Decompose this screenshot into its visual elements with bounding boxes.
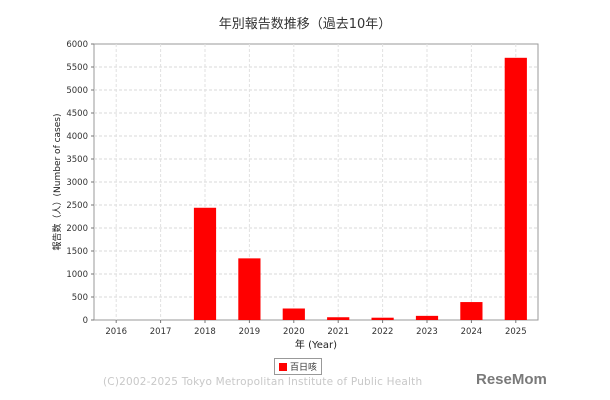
x-tick-label: 2016	[105, 327, 127, 337]
x-axis-label: 年 (Year)	[295, 338, 337, 351]
y-tick-label: 4000	[66, 132, 88, 142]
y-tick-label: 500	[72, 293, 88, 303]
bar-2023	[415, 315, 439, 320]
y-axis-label: 報告数（人）(Number of cases)	[51, 114, 63, 251]
y-tick-label: 1000	[66, 270, 88, 280]
copyright-text: (C)2002-2025 Tokyo Metropolitan Institut…	[103, 376, 423, 388]
bars	[193, 57, 527, 321]
x-tick-label: 2022	[372, 327, 394, 337]
x-tick-label: 2017	[150, 327, 172, 337]
y-tick-labels: 0 500 1000 1500 2000 2500 3000 3500 4000 4500 5000…	[66, 40, 94, 326]
x-tick-label: 2018	[194, 327, 216, 337]
bar-2024	[460, 302, 483, 320]
x-tick-label: 2020	[283, 327, 305, 337]
bar-2020	[282, 308, 305, 320]
y-tick-label: 3000	[66, 178, 88, 188]
y-tick-label: 4500	[66, 109, 88, 119]
y-tick-label: 2500	[66, 201, 88, 211]
chart-title: 年別報告数推移（過去10年）	[218, 17, 392, 32]
x-tick-labels: 2016 2017 2018 2019 2020 2021 2022 2023 2024 2025	[105, 320, 527, 337]
y-tick-label: 5000	[66, 86, 88, 96]
x-tick-label: 2023	[416, 327, 438, 337]
y-tick-label: 5500	[66, 63, 88, 73]
bar-2025	[504, 57, 527, 321]
bar-2019	[238, 258, 261, 320]
bar-2022	[371, 317, 394, 320]
x-tick-label: 2025	[505, 327, 527, 337]
y-tick-label: 1500	[66, 247, 88, 257]
x-tick-label: 2019	[239, 327, 261, 337]
resemom-logo: ReseMom	[476, 371, 547, 388]
y-tick-label: 3500	[66, 155, 88, 165]
legend-label: 百日咳	[290, 363, 318, 373]
y-tick-label: 0	[83, 316, 88, 326]
bar-2018	[193, 207, 217, 320]
x-tick-label: 2021	[327, 327, 349, 337]
legend-swatch	[279, 362, 287, 371]
x-tick-label: 2024	[461, 327, 483, 337]
y-tick-label: 2000	[66, 224, 88, 234]
legend: 百日咳	[274, 358, 323, 375]
y-tick-label: 6000	[66, 40, 88, 50]
bar-2021	[327, 317, 350, 320]
